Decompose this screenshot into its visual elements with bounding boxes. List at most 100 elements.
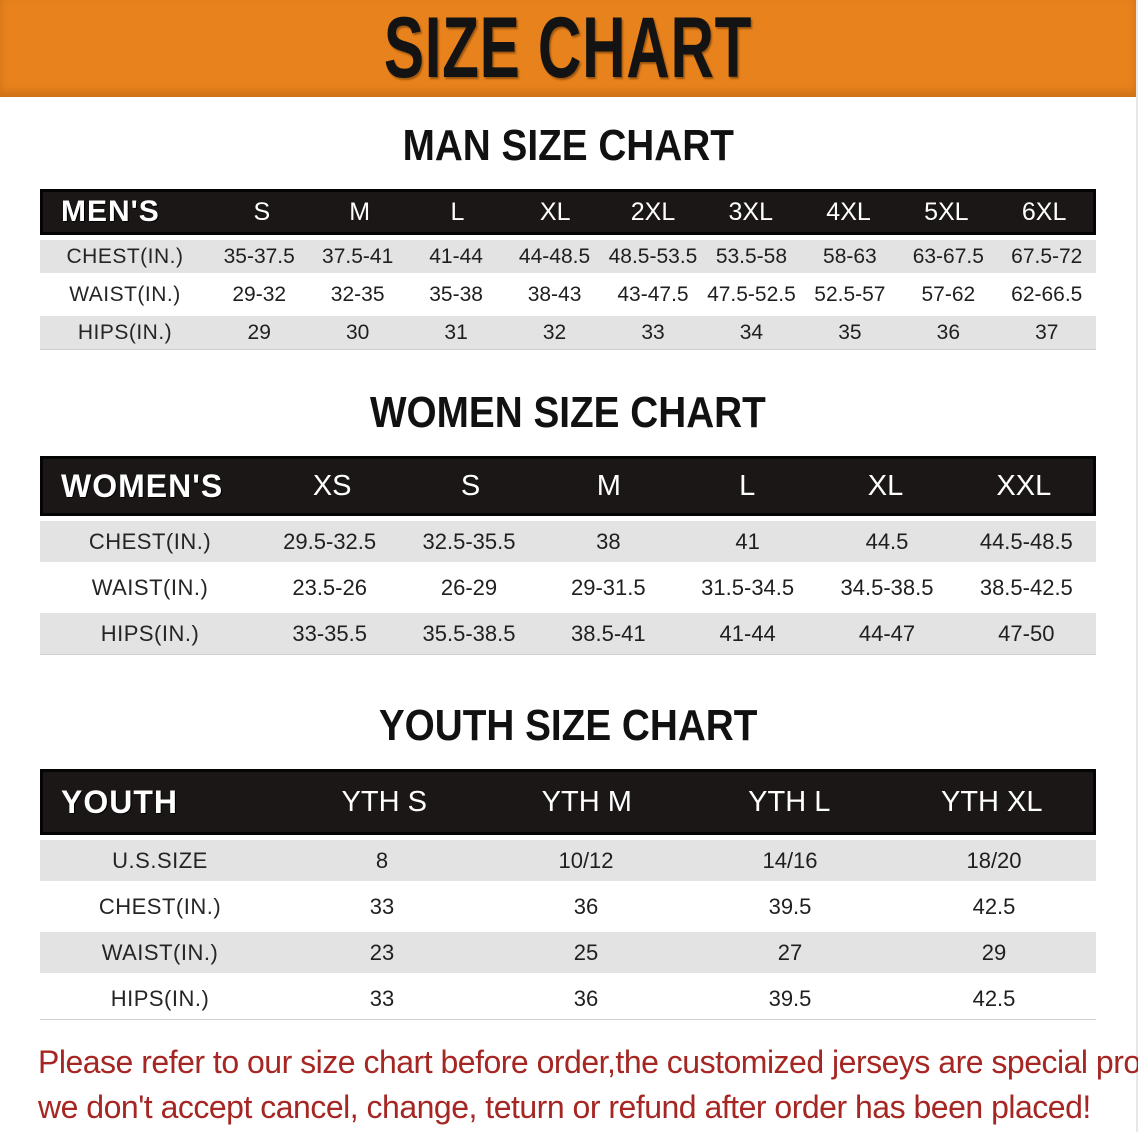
table-header-row: YOUTH YTH S YTH M YTH L YTH XL: [40, 769, 1096, 835]
size-value-cell: 23.5-26: [292, 574, 367, 600]
size-value-cell: 33-35.5: [292, 620, 367, 646]
size-value-cell: 63-67.5: [912, 244, 984, 268]
size-value-cell: 29: [981, 939, 1007, 965]
size-value-cell: 33: [369, 985, 395, 1011]
size-value-cell: 42.5: [972, 893, 1016, 919]
table-header-label: YOUTH: [61, 783, 178, 820]
size-value-cell: 37: [1035, 320, 1059, 344]
size-value-cell: 29-32: [232, 282, 287, 306]
size-column-header: XL: [867, 469, 904, 502]
size-column-header: YTH M: [541, 785, 632, 818]
section-men: MAN SIZE CHART MEN'S S M L XL 2XL 3XL 4XL 5XL 6XL…: [0, 121, 1136, 350]
size-value-cell: 57-62: [921, 282, 976, 306]
size-value-cell: 32: [542, 320, 567, 344]
row-label: CHEST(IN.): [88, 528, 212, 554]
men-section-title-text: MAN SIZE CHART: [402, 121, 734, 170]
size-value-cell: 35: [838, 320, 862, 344]
table-row: CHEST(IN.) 35-37.5 37.5-41 41-44 44-48.5 48.5…: [40, 240, 1096, 273]
size-value-cell: 67.5-72: [1011, 244, 1083, 268]
size-value-cell: 27: [777, 939, 803, 965]
size-charts: MAN SIZE CHART MEN'S S M L XL 2XL 3XL 4XL 5XL 6XL…: [0, 121, 1136, 1020]
table-header-row: MEN'S S M L XL 2XL 3XL 4XL 5XL 6XL: [40, 189, 1096, 235]
size-value-cell: 18/20: [966, 847, 1022, 873]
size-value-cell: 36: [573, 893, 599, 919]
size-column-header: 6XL: [1021, 197, 1067, 226]
size-value-cell: 26-29: [440, 574, 498, 600]
size-column-header: XL: [539, 197, 571, 226]
size-value-cell: 44.5: [865, 528, 909, 554]
row-label: HIPS(IN.): [77, 320, 173, 344]
table-row: CHEST(IN.) 29.5-32.5 32.5-35.5 38 41 44.5 44.5…: [40, 521, 1096, 562]
table-row: HIPS(IN.) 33-35.5 35.5-38.5 38.5-41 41-44 44-…: [40, 613, 1096, 654]
size-column-header: 2XL: [630, 197, 676, 226]
size-value-cell: 38.5-42.5: [979, 574, 1073, 600]
size-value-cell: 34.5-38.5: [840, 574, 934, 600]
size-value-cell: 41-44: [429, 244, 483, 268]
table-row: U.S.SIZE 8 10/12 14/16 18/20: [40, 840, 1096, 881]
size-value-cell: 62-66.5: [1011, 282, 1083, 306]
size-value-cell: 41-44: [719, 620, 776, 646]
size-value-cell: 58-63: [823, 244, 877, 268]
size-value-cell: 29.5-32.5: [283, 528, 377, 554]
size-value-cell: 36: [573, 985, 599, 1011]
women-section-title-text: WOMEN SIZE CHART: [370, 388, 766, 437]
row-label: HIPS(IN.): [100, 620, 200, 646]
banner-title: SIZE CHART: [383, 0, 753, 96]
table-row: WAIST(IN.) 23 25 27 29: [40, 932, 1096, 973]
size-value-cell: 37.5-41: [322, 244, 394, 268]
size-value-cell: 32.5-35.5: [422, 528, 516, 554]
size-value-cell: 32-35: [330, 282, 385, 306]
men-size-table: MEN'S S M L XL 2XL 3XL 4XL 5XL 6XL CHEST(IN.) 35-37…: [40, 189, 1096, 350]
disclaimer: Please refer to our size chart before or…: [38, 1040, 1138, 1131]
row-label: U.S.SIZE: [112, 847, 208, 873]
size-value-cell: 44.5-48.5: [979, 528, 1073, 554]
size-value-cell: 44-47: [858, 620, 916, 646]
row-label: CHEST(IN.): [66, 244, 184, 268]
size-column-header: XXL: [996, 469, 1052, 502]
row-label: HIPS(IN.): [110, 985, 210, 1011]
size-value-cell: 23: [369, 939, 395, 965]
size-value-cell: 41: [735, 528, 760, 554]
size-value-cell: 10/12: [558, 847, 614, 873]
size-value-cell: 8: [375, 847, 389, 873]
size-value-cell: 39.5: [768, 985, 812, 1011]
banner: SIZE CHART: [0, 0, 1136, 97]
table-row: HIPS(IN.) 29 30 31 32 33 34 35 36 37: [40, 316, 1096, 349]
table-row: WAIST(IN.) 23.5-26 26-29 29-31.5 31.5-34.5 34…: [40, 567, 1096, 608]
disclaimer-line-2: we don't accept cancel, change, teturn o…: [38, 1089, 1091, 1126]
size-column-header: S: [253, 197, 271, 226]
size-value-cell: 47-50: [998, 620, 1055, 646]
size-column-header: YTH XL: [940, 785, 1043, 818]
size-column-header: YTH S: [341, 785, 427, 818]
disclaimer-line-1: Please refer to our size chart before or…: [38, 1044, 1138, 1080]
size-value-cell: 47.5-52.5: [707, 282, 796, 306]
size-column-header: 3XL: [728, 197, 773, 226]
women-section-title: WOMEN SIZE CHART: [0, 388, 1136, 438]
size-value-cell: 35.5-38.5: [422, 620, 516, 646]
size-value-cell: 38: [596, 528, 621, 554]
youth-section-title: YOUTH SIZE CHART: [0, 701, 1136, 751]
size-value-cell: 33: [641, 320, 665, 344]
row-label: WAIST(IN.): [101, 939, 219, 965]
size-column-header: L: [450, 197, 465, 226]
row-label: CHEST(IN.): [98, 893, 222, 919]
row-label: WAIST(IN.): [69, 282, 181, 306]
size-value-cell: 38-43: [527, 282, 582, 306]
size-value-cell: 33: [369, 893, 395, 919]
size-value-cell: 38.5-41: [571, 620, 646, 646]
size-value-cell: 42.5: [972, 985, 1016, 1011]
table-header-label: WOMEN'S: [61, 467, 224, 504]
women-size-table: WOMEN'S XS S M L XL XXL CHEST(IN.) 29.5-32.5 32.5…: [40, 456, 1096, 655]
size-column-header: M: [596, 469, 621, 502]
table-row: HIPS(IN.) 33 36 39.5 42.5: [40, 978, 1096, 1019]
size-column-header: 4XL: [826, 197, 871, 226]
size-value-cell: 48.5-53.5: [608, 244, 698, 268]
size-value-cell: 29: [247, 320, 271, 344]
youth-size-table: YOUTH YTH S YTH M YTH L YTH XL U.S.SIZE 8 10/12…: [40, 769, 1096, 1020]
size-column-header: M: [349, 197, 371, 226]
size-value-cell: 25: [573, 939, 599, 965]
size-value-cell: 14/16: [762, 847, 818, 873]
youth-section-title-text: YOUTH SIZE CHART: [378, 701, 758, 750]
section-women: WOMEN SIZE CHART WOMEN'S XS S M L XL XXL CHEST(…: [0, 388, 1136, 655]
table-header-row: WOMEN'S XS S M L XL XXL: [40, 456, 1096, 516]
